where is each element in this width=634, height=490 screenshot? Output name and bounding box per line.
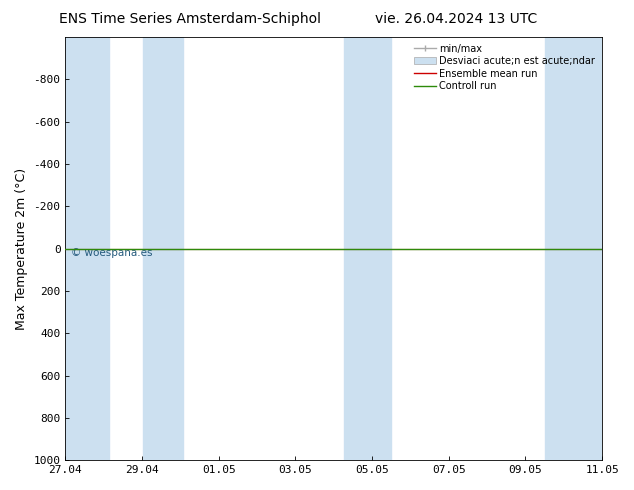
- Bar: [65, 37, 109, 460]
- Y-axis label: Max Temperature 2m (°C): Max Temperature 2m (°C): [15, 168, 28, 330]
- Text: © woespana.es: © woespana.es: [71, 248, 152, 258]
- Bar: [143, 37, 183, 460]
- Bar: [344, 37, 391, 460]
- Text: ENS Time Series Amsterdam-Schiphol: ENS Time Series Amsterdam-Schiphol: [59, 12, 321, 26]
- Text: vie. 26.04.2024 13 UTC: vie. 26.04.2024 13 UTC: [375, 12, 538, 26]
- Bar: [545, 37, 602, 460]
- Legend: min/max, Desviaci acute;n est acute;ndar, Ensemble mean run, Controll run: min/max, Desviaci acute;n est acute;ndar…: [412, 42, 597, 93]
